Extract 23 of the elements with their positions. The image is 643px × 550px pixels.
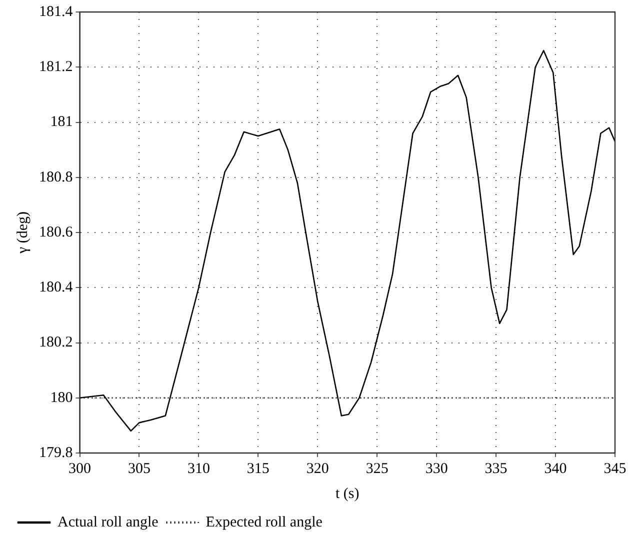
- x-tick-label: 345: [604, 460, 626, 477]
- x-tick-label: 330: [425, 460, 448, 477]
- x-tick-label: 340: [544, 460, 567, 477]
- y-tick-label: 181: [50, 114, 73, 130]
- x-tick-label: 325: [366, 460, 388, 477]
- x-tick-label: 305: [128, 460, 150, 477]
- x-tick-label: 320: [306, 460, 329, 477]
- y-tick-label: 180.2: [39, 334, 73, 351]
- x-tick-label: 315: [246, 460, 270, 477]
- y-tick-label: 180.4: [39, 280, 74, 296]
- y-tick-label: 179.8: [39, 444, 73, 461]
- y-tick-label: 181.2: [39, 59, 73, 76]
- y-tick-label: 180.6: [39, 224, 74, 240]
- x-tick-label: 300: [68, 460, 91, 477]
- x-tick-label: 310: [187, 460, 210, 477]
- x-axis-title: t (s): [336, 486, 360, 502]
- x-tick-label: 335: [484, 460, 508, 477]
- y-axis-title: γ (deg): [14, 211, 31, 255]
- legend-label: Expected roll angle: [206, 514, 323, 530]
- y-tick-label: 180: [50, 390, 73, 406]
- y-tick-label: 180.8: [39, 169, 73, 186]
- y-tick-label: 181.4: [39, 4, 74, 20]
- legend-label: Actual roll angle: [58, 514, 159, 530]
